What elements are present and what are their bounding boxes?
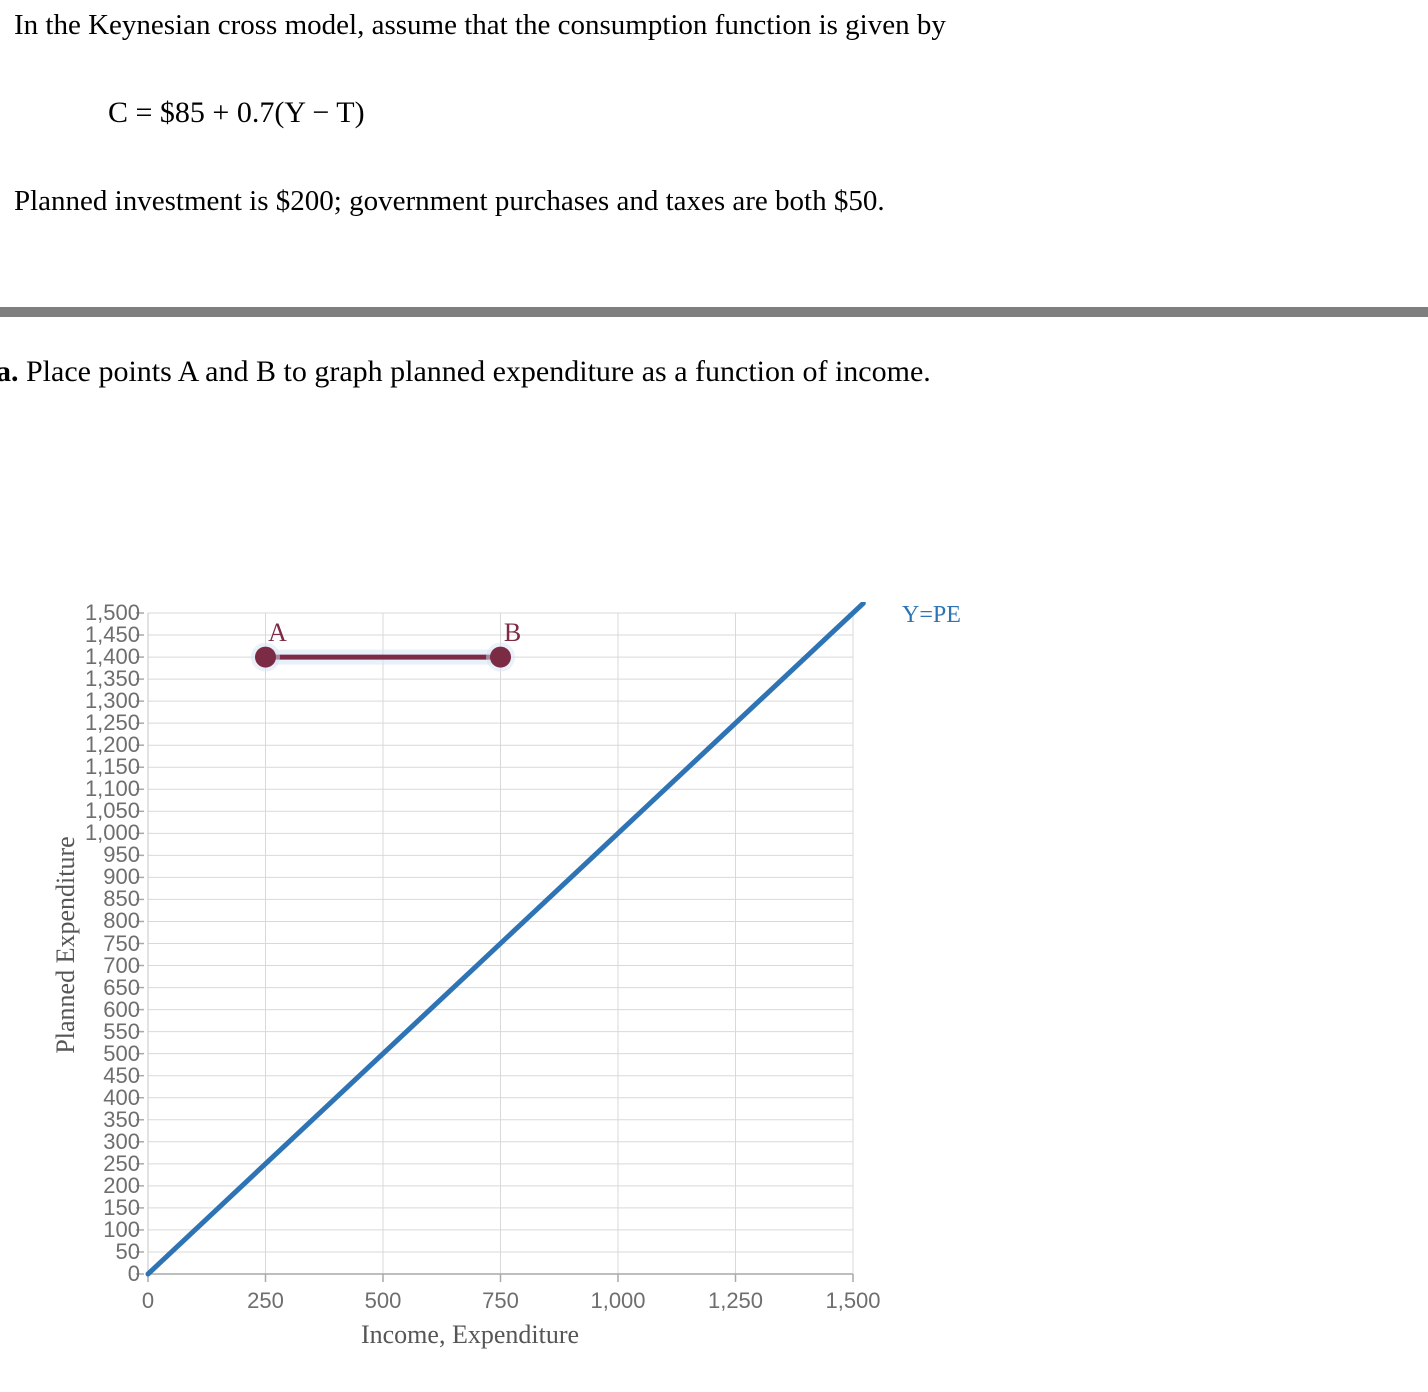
y-pe-line-label: Y=PE [902,602,961,628]
x-tick-label-250: 250 [247,1288,284,1313]
y-tick-label-350: 350 [103,1106,140,1132]
section-divider [0,307,1428,317]
question-a-text: Place points A and B to graph planned ex… [18,355,931,388]
y-tick-label-1100: 1,100 [84,776,140,802]
y-tick-label-700: 700 [103,952,140,978]
y-tick-label-950: 950 [103,842,140,868]
point-b-label: B [504,618,521,647]
x-tick-label-0: 0 [141,1288,155,1313]
y-tick-label-300: 300 [103,1128,140,1154]
x-tick-label-1000: 1,000 [590,1288,646,1313]
y-tick-label-750: 750 [103,930,140,956]
y-tick-label-1200: 1,200 [84,732,140,758]
problem-intro: In the Keynesian cross model, assume tha… [14,9,946,41]
y-tick-label-550: 550 [103,1018,140,1044]
y-tick-label-50: 50 [115,1238,140,1264]
question-a-label: a. [0,355,19,388]
y-tick-label-650: 650 [103,974,140,1000]
y-tick-label-400: 400 [103,1084,140,1110]
y-tick-label-1450: 1,450 [84,622,140,648]
y-tick-label-250: 250 [103,1150,140,1176]
y-tick-label-600: 600 [103,996,140,1022]
y-tick-label-1000: 1,000 [84,820,140,846]
x-tick-label-1250: 1,250 [707,1288,764,1313]
y-tick-label-1250: 1,250 [84,710,140,736]
x-tick-label-500: 500 [364,1288,402,1313]
point-b[interactable] [490,646,511,668]
y-equals-pe-line [145,602,866,1277]
x-tick-label-750: 750 [482,1288,519,1313]
y-tick-label-100: 100 [103,1216,140,1242]
y-tick-label-1400: 1,400 [84,644,140,670]
y-tick-label-0: 0 [127,1261,140,1286]
y-tick-label-450: 450 [103,1062,140,1088]
x-tick-label-1500: 1,500 [825,1288,881,1313]
y-tick-label-900: 900 [103,864,140,890]
point-a-label: A [268,618,287,647]
y-tick-label-1050: 1,050 [84,798,140,824]
point-a[interactable] [255,646,276,668]
problem-detail: Planned investment is $200; government p… [14,185,885,217]
x-axis-title: Income, Expenditure [360,1320,580,1349]
y-tick-label-1500: 1,500 [84,600,140,625]
y-tick-label-200: 200 [103,1172,140,1198]
question-a: a. Place points A and B to graph planned… [0,354,931,390]
y-tick-label-1350: 1,350 [84,666,140,692]
y-tick-label-500: 500 [103,1040,140,1066]
y-tick-label-1150: 1,150 [84,754,140,780]
y-tick-label-800: 800 [103,908,140,934]
consumption-function-formula: C = $85 + 0.7(Y − T) [108,96,365,129]
y-tick-label-150: 150 [103,1194,140,1220]
y-tick-label-850: 850 [103,886,140,912]
y-tick-label-1300: 1,300 [84,688,140,714]
